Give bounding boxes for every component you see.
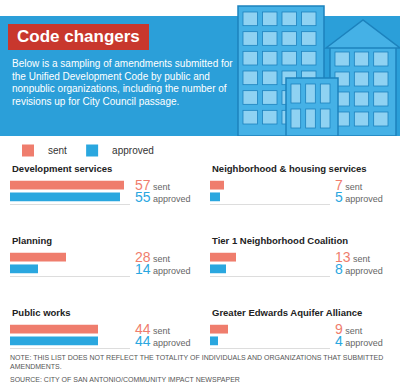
svg-text:7 sent: 7 sent xyxy=(335,177,363,193)
svg-text:Planning: Planning xyxy=(12,235,52,246)
svg-text:44 approved: 44 approved xyxy=(135,333,191,349)
svg-text:57 sent: 57 sent xyxy=(135,177,171,193)
svg-text:44 sent: 44 sent xyxy=(135,321,171,337)
svg-text:Development services: Development services xyxy=(12,163,112,174)
svg-text:Neighborhood & housing service: Neighborhood & housing services xyxy=(212,163,367,174)
svg-text:Greater Edwards Aquifer Allian: Greater Edwards Aquifer Alliance xyxy=(212,307,362,318)
svg-text:4 approved: 4 approved xyxy=(335,333,383,349)
svg-text:Public works: Public works xyxy=(12,307,71,318)
svg-text:9 sent: 9 sent xyxy=(335,321,363,337)
html-text:NOTE: THIS LIST DOES NOT REFLE: NOTE: THIS LIST DOES NOT REFLECT THE TOT… xyxy=(10,354,384,370)
svg-text:14 approved: 14 approved xyxy=(135,261,191,277)
svg-text:55 approved: 55 approved xyxy=(135,189,191,205)
html-text:Code changers: Code changers xyxy=(17,27,140,46)
html-text:Below is a sampling of amendme: Below is a sampling of amendments submit… xyxy=(12,58,233,107)
html-text:SOURCE: CITY OF SAN ANTONIO/CO: SOURCE: CITY OF SAN ANTONIO/COMMUNITY IM… xyxy=(10,376,240,383)
svg-text:approved: approved xyxy=(112,145,154,156)
svg-text:28 sent: 28 sent xyxy=(135,249,171,265)
svg-text:13 sent: 13 sent xyxy=(335,249,371,265)
svg-text:Tier 1 Neighborhood Coalition: Tier 1 Neighborhood Coalition xyxy=(212,235,348,246)
svg-text:5 approved: 5 approved xyxy=(335,189,383,205)
svg-text:8 approved: 8 approved xyxy=(335,261,383,277)
svg-text:sent: sent xyxy=(48,145,67,156)
